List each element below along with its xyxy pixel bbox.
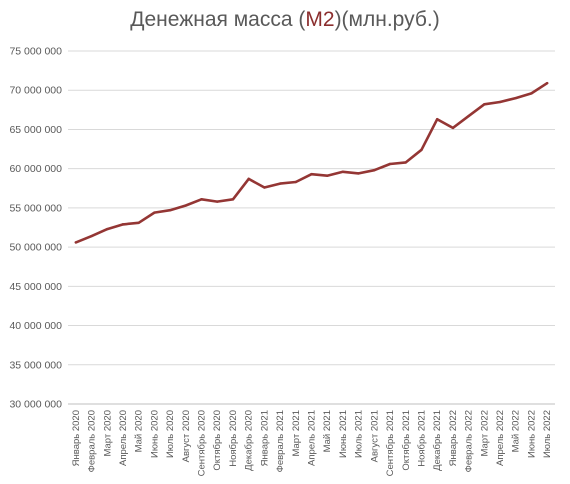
x-tick-label: Февраль 2021 — [275, 410, 286, 472]
data-point — [231, 198, 235, 201]
x-tick-label: Июль 2021 — [354, 410, 365, 458]
data-point — [168, 209, 172, 212]
data-point — [294, 180, 297, 184]
y-tick-label: 40 000 000 — [9, 320, 62, 332]
data-point — [121, 223, 125, 226]
data-point — [498, 100, 502, 104]
data-point — [435, 118, 439, 121]
y-axis: 30 000 000 35 000 000 40 000 000 45 000 000… — [9, 46, 62, 411]
x-tick-label: Февраль 2022 — [464, 410, 475, 472]
data-point — [357, 172, 360, 175]
data-point — [310, 172, 313, 176]
data-point — [263, 186, 266, 189]
data-point — [137, 221, 140, 224]
gridlines — [68, 50, 555, 405]
y-tick-label: 55 000 000 — [9, 202, 62, 214]
x-tick-label: Август 2020 — [181, 410, 192, 462]
series-layer — [74, 81, 549, 244]
x-tick-label: Июль 2020 — [165, 410, 176, 458]
x-tick-label: Май 2022 — [511, 410, 522, 452]
chart-title-prefix: Денежная масса ( — [130, 8, 306, 31]
x-tick-label: Май 2021 — [322, 410, 333, 452]
y-tick-label: 50 000 000 — [9, 242, 62, 254]
x-tick-label: Апрель 2022 — [495, 410, 506, 466]
x-tick-label: Октябрь 2021 — [401, 410, 412, 471]
data-point — [514, 96, 517, 100]
data-point — [184, 204, 188, 207]
x-tick-label: Декабрь 2021 — [432, 410, 443, 471]
data-point — [483, 103, 486, 106]
x-tick-label: Январь 2020 — [71, 410, 82, 466]
x-tick-label: Июль 2022 — [542, 410, 553, 458]
x-axis: Январь 2020 Февраль 2020 Март 2020 Апрель 2… — [71, 410, 553, 476]
data-point — [326, 174, 329, 177]
x-tick-label: Декабрь 2020 — [244, 410, 255, 471]
x-tick-label: Октябрь 2020 — [212, 410, 223, 471]
data-point — [545, 81, 549, 85]
x-tick-label: Январь 2022 — [448, 410, 459, 466]
x-tick-label: Сентябрь 2020 — [197, 410, 208, 476]
data-point — [467, 114, 470, 118]
x-tick-label: Январь 2021 — [259, 410, 270, 466]
y-tick-label: 30 000 000 — [9, 399, 62, 411]
x-tick-label: Июнь 2022 — [526, 410, 537, 458]
x-tick-label: Июнь 2021 — [338, 410, 349, 458]
chart-title-suffix: )(млн.руб.) — [334, 8, 440, 31]
data-point — [216, 200, 219, 203]
data-point — [106, 227, 109, 231]
y-tick-label: 70 000 000 — [9, 85, 62, 97]
y-tick-label: 65 000 000 — [9, 124, 62, 136]
data-point — [341, 170, 345, 174]
data-point — [90, 234, 93, 238]
x-tick-label: Март 2021 — [291, 410, 302, 457]
x-tick-label: Февраль 2020 — [87, 410, 98, 472]
x-tick-label: Апрель 2021 — [307, 410, 318, 466]
data-point — [404, 161, 407, 164]
chart-title: Денежная масса (М2)(млн.руб.) — [0, 8, 570, 32]
y-tick-label: 60 000 000 — [9, 163, 62, 175]
data-point — [74, 241, 78, 244]
x-tick-label: Август 2021 — [369, 410, 380, 462]
data-point — [200, 198, 203, 201]
x-tick-label: Ноябрь 2021 — [416, 410, 427, 467]
x-tick-label: Апрель 2020 — [118, 410, 129, 466]
data-point — [420, 148, 423, 152]
data-point — [530, 92, 533, 95]
y-tick-label: 35 000 000 — [9, 359, 62, 371]
x-tick-label: Июнь 2020 — [149, 410, 160, 458]
x-tick-label: Ноябрь 2020 — [228, 410, 239, 467]
data-point — [247, 177, 250, 181]
x-tick-label: Май 2020 — [134, 410, 145, 452]
y-tick-label: 75 000 000 — [9, 46, 62, 58]
x-tick-label: Март 2020 — [102, 410, 113, 457]
x-tick-label: Сентябрь 2021 — [385, 410, 396, 476]
x-tick-label: Март 2022 — [479, 410, 490, 457]
data-point — [388, 162, 392, 166]
data-point — [153, 211, 156, 214]
y-tick-label: 45 000 000 — [9, 281, 62, 293]
data-point — [278, 182, 282, 185]
data-point — [451, 126, 455, 130]
data-point — [373, 169, 376, 172]
chart-title-highlight: М2 — [305, 8, 335, 31]
series-line — [74, 81, 549, 244]
